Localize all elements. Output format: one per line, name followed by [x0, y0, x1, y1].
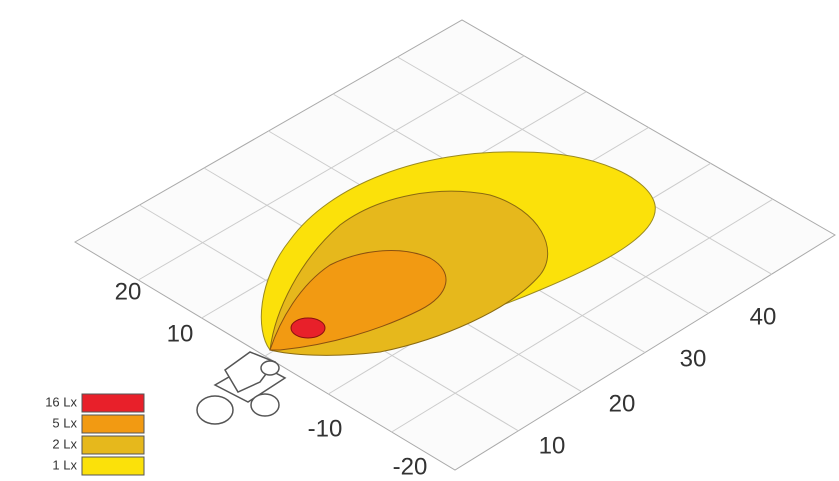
left-axis-label: -10 [308, 415, 343, 442]
tractor [196, 351, 287, 425]
legend-swatch [81, 393, 145, 413]
legend-swatch [81, 456, 145, 476]
zone-16-lx [290, 317, 326, 339]
legend: 16 Lx 5 Lx 2 Lx 1 Lx [45, 393, 145, 476]
legend-label: 2 Lx [52, 436, 77, 451]
tractor-wheel [250, 393, 280, 417]
grid-line [391, 198, 774, 433]
tractor-wheel [196, 395, 234, 425]
right-axis-label: 10 [539, 432, 566, 459]
right-axis-label: 20 [609, 390, 636, 417]
axis-labels: 20 10 -10 -20 10 20 30 40 [115, 278, 777, 480]
left-axis-label: -20 [393, 453, 428, 480]
left-axis-label: 10 [167, 320, 194, 347]
legend-swatch [81, 414, 145, 434]
tractor-wheel [260, 360, 280, 376]
legend-label: 16 Lx [45, 394, 77, 409]
right-axis-label: 40 [750, 303, 777, 330]
right-axis-label: 30 [680, 345, 707, 372]
legend-swatch [81, 435, 145, 455]
legend-label: 5 Lx [52, 415, 77, 430]
legend-label: 1 Lx [52, 457, 77, 472]
left-axis-label: 20 [115, 278, 142, 305]
